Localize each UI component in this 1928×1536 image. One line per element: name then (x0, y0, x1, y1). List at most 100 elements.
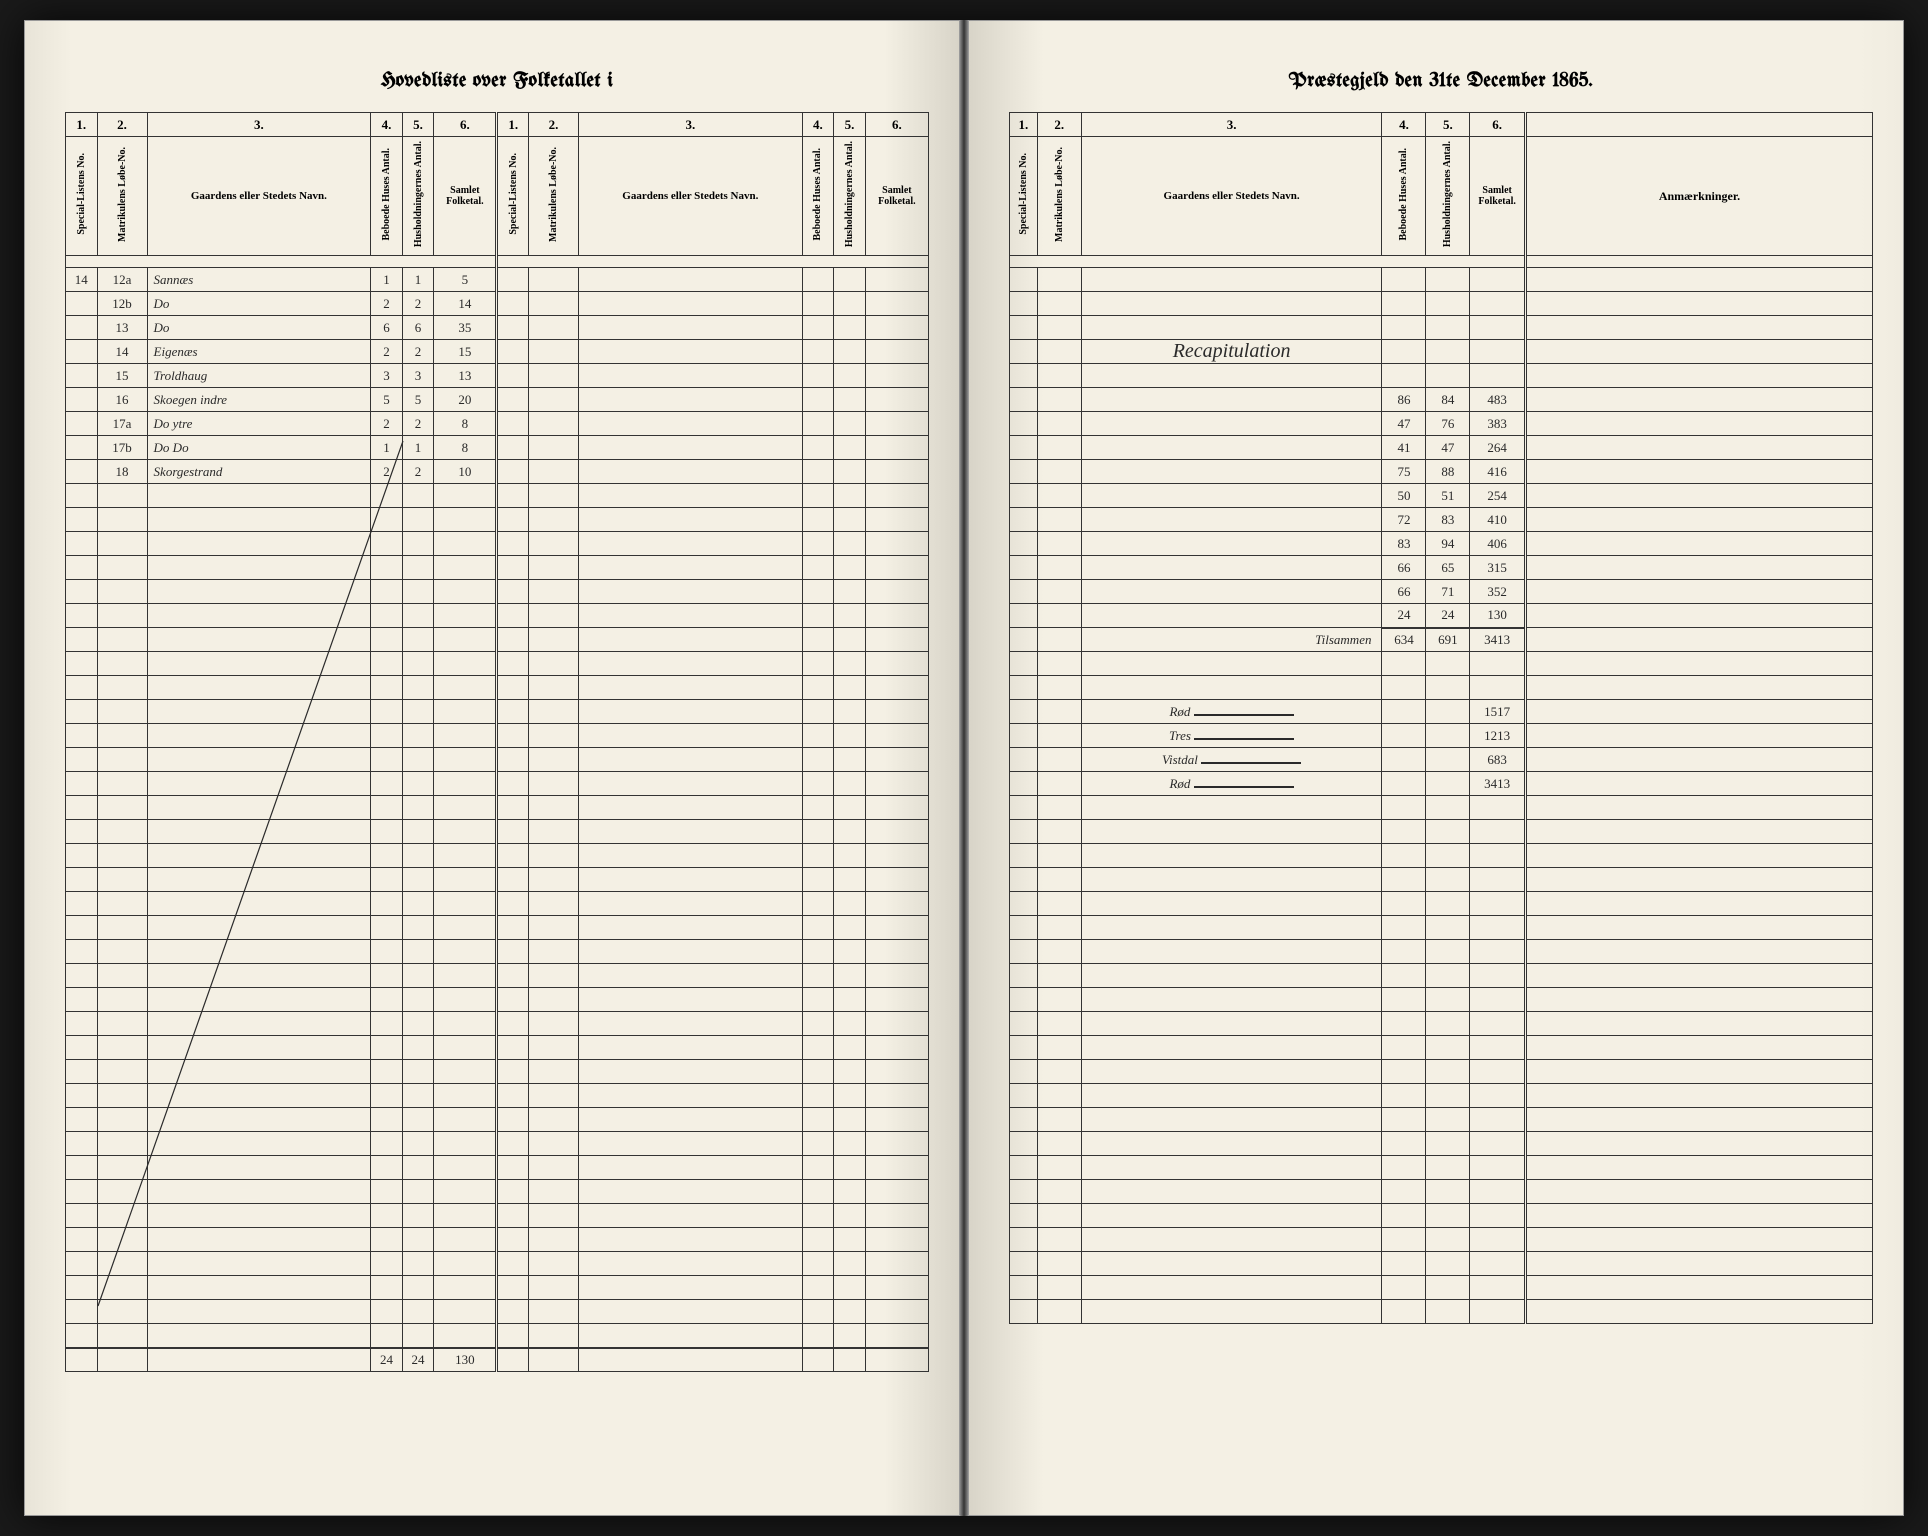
table-row (66, 556, 929, 580)
table-row (66, 1324, 929, 1348)
table-row (66, 988, 929, 1012)
table-row (1010, 868, 1873, 892)
col-label: Matrikulens Løbe-No. (529, 137, 579, 256)
col-num: 1. (1010, 113, 1038, 137)
table-row (66, 676, 929, 700)
col-label: Gaardens eller Stedets Navn. (147, 137, 371, 256)
col-label: Beboede Huses Antal. (371, 137, 403, 256)
table-row: Tilsammen6346913413 (1010, 628, 1873, 652)
table-row (66, 820, 929, 844)
col-num: 1. (66, 113, 98, 137)
col-num: 1. (497, 113, 529, 137)
total-households: 24 (402, 1348, 434, 1372)
left-ledger-table: 1. 2. 3. 4. 5. 6. 1. 2. 3. 4. 5. 6. Spec… (65, 112, 929, 1372)
table-row (1010, 1108, 1873, 1132)
col-label: Special-Listens No. (497, 137, 529, 256)
col-num: 6. (434, 113, 497, 137)
table-row (1010, 988, 1873, 1012)
left-page-title: Hovedliste over Folketallet i (65, 71, 929, 92)
table-row: Tres 1213 (1010, 724, 1873, 748)
col-num: 5. (834, 113, 866, 137)
right-page: Præstegjeld den 31te December 1865. 1. 2… (968, 20, 1904, 1516)
col-num: 5. (1426, 113, 1470, 137)
table-row (66, 1012, 929, 1036)
col-label: Gaardens eller Stedets Navn. (579, 137, 803, 256)
table-row (66, 484, 929, 508)
table-row: 16Skoegen indre5520 (66, 388, 929, 412)
book-spine (960, 20, 968, 1516)
col-label: Gaardens eller Stedets Navn. (1081, 137, 1382, 256)
table-row: 1412aSannæs115 (66, 268, 929, 292)
table-row (1010, 676, 1873, 700)
col-label: Special-Listens No. (66, 137, 98, 256)
table-row (66, 700, 929, 724)
col-num: 4. (802, 113, 834, 137)
col-num: 2. (529, 113, 579, 137)
table-row (1010, 316, 1873, 340)
table-row: 7588416 (1010, 460, 1873, 484)
table-row: 8684483 (1010, 388, 1873, 412)
col-label: Samlet Folketal. (865, 137, 928, 256)
table-row (1010, 844, 1873, 868)
table-row (1010, 916, 1873, 940)
table-row (66, 628, 929, 652)
table-row (66, 1180, 929, 1204)
table-row (66, 652, 929, 676)
table-row (66, 796, 929, 820)
table-row (1010, 652, 1873, 676)
table-row: 12bDo2214 (66, 292, 929, 316)
table-row (1010, 1156, 1873, 1180)
col-label: Beboede Huses Antal. (1382, 137, 1426, 256)
col-num: 2. (1037, 113, 1081, 137)
table-row (1010, 1300, 1873, 1324)
col-label: Husholdningernes Antal. (1426, 137, 1470, 256)
table-row (66, 844, 929, 868)
table-row: 6671352 (1010, 580, 1873, 604)
table-row (1010, 1204, 1873, 1228)
table-row (66, 1036, 929, 1060)
table-row (66, 772, 929, 796)
table-row (1010, 1012, 1873, 1036)
table-row (66, 748, 929, 772)
table-row (1010, 1084, 1873, 1108)
table-row: 5051254 (1010, 484, 1873, 508)
col-num: 3. (147, 113, 371, 137)
col-num: 2. (97, 113, 147, 137)
table-row (66, 1252, 929, 1276)
table-row: 18Skorgestrand2210 (66, 460, 929, 484)
table-row (66, 868, 929, 892)
table-row: Rød 3413 (1010, 772, 1873, 796)
table-row (66, 892, 929, 916)
table-row (1010, 1036, 1873, 1060)
table-row (66, 604, 929, 628)
col-num: 4. (1382, 113, 1426, 137)
table-row (66, 1300, 929, 1324)
right-ledger-table: 1. 2. 3. 4. 5. 6. Special-Listens No. Ma… (1009, 112, 1873, 1324)
col-label: Matrikulens Løbe-No. (1037, 137, 1081, 256)
total-houses: 24 (371, 1348, 403, 1372)
table-row: 7283410 (1010, 508, 1873, 532)
table-row (1010, 1132, 1873, 1156)
table-row (66, 1108, 929, 1132)
table-row (66, 1084, 929, 1108)
table-row (1010, 1228, 1873, 1252)
table-row: Recapitulation (1010, 340, 1873, 364)
right-page-title: Præstegjeld den 31te December 1865. (1009, 71, 1873, 92)
table-row (66, 1060, 929, 1084)
col-num: 3. (579, 113, 803, 137)
table-row (1010, 964, 1873, 988)
col-label: Special-Listens No. (1010, 137, 1038, 256)
col-label: Husholdningernes Antal. (402, 137, 434, 256)
table-row (66, 508, 929, 532)
table-row (66, 724, 929, 748)
table-row (66, 1228, 929, 1252)
ledger-book: Hovedliste over Folketallet i 1. 2. 3. 4… (24, 20, 1904, 1516)
table-row (66, 580, 929, 604)
table-row: 13Do6635 (66, 316, 929, 340)
table-row: 6665315 (1010, 556, 1873, 580)
table-row: 2424130 (1010, 604, 1873, 628)
table-row: 17bDo Do118 (66, 436, 929, 460)
table-row: 15Troldhaug3313 (66, 364, 929, 388)
col-label: Beboede Huses Antal. (802, 137, 834, 256)
table-row: 17aDo ytre228 (66, 412, 929, 436)
